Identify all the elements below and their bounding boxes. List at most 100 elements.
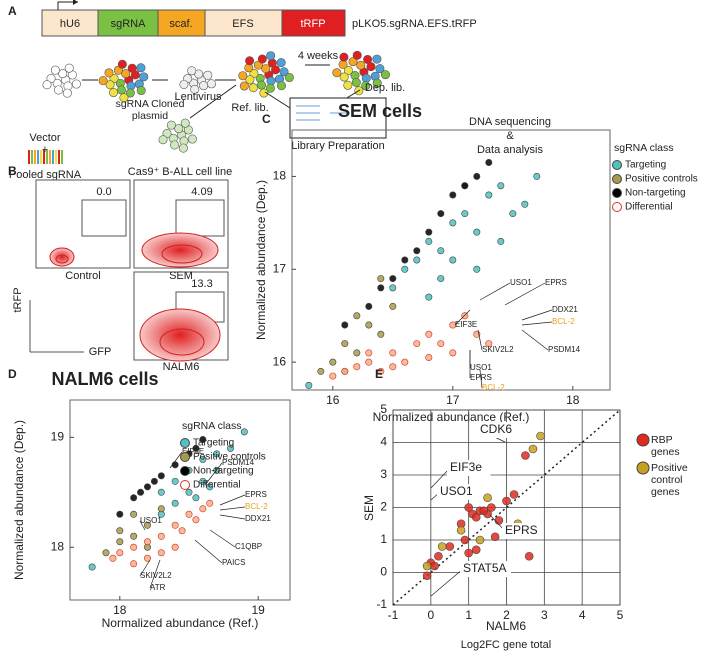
point [185, 488, 193, 496]
part-label: sgRNA [111, 18, 147, 30]
point [171, 477, 179, 485]
point [143, 483, 151, 491]
legend-label: Positive control genes [651, 462, 688, 498]
annotation-pointer [477, 329, 483, 351]
sgrna-bar [46, 150, 48, 164]
cell [266, 51, 276, 61]
annotation-pointer [219, 494, 246, 506]
point [521, 200, 529, 208]
legend-marker [636, 433, 650, 447]
point [157, 505, 165, 513]
panel-label: E [375, 367, 383, 381]
annotation-pointer [204, 462, 223, 486]
point [475, 535, 485, 545]
annotation-bg [447, 460, 491, 476]
flow-plots [29, 179, 229, 362]
y-tick-label: 18 [51, 539, 65, 553]
annotation: DDX21 [245, 514, 271, 523]
part-label: hU6 [60, 18, 80, 30]
cell [245, 75, 255, 85]
density [55, 254, 69, 264]
part-label: EFS [232, 18, 253, 30]
step-label: Vector [29, 132, 61, 144]
x-axis-label: Normalized abundance (Ref.) [102, 616, 259, 630]
annotation-bg [460, 561, 511, 577]
axis-label: GFP [89, 346, 112, 358]
point [413, 340, 421, 348]
point [227, 444, 235, 452]
panel-label: B [8, 164, 17, 178]
cell [170, 140, 180, 150]
point [365, 349, 373, 357]
x-tick-label: -1 [388, 608, 399, 622]
density [141, 232, 219, 268]
point [341, 367, 349, 375]
cell [276, 81, 286, 91]
point [143, 538, 151, 546]
annotation-pointer [430, 467, 451, 489]
legend-title: sgRNA class [182, 420, 242, 432]
panel-label: C [262, 112, 271, 126]
cell [203, 70, 213, 80]
x-tick-label: 5 [617, 608, 624, 622]
step-label: Cas9⁺ B-ALL cell line [128, 166, 232, 178]
cell [348, 57, 358, 67]
annotation: BCL-2 [552, 317, 575, 326]
point [150, 477, 158, 485]
plot-frame [69, 399, 291, 601]
point [437, 275, 445, 283]
annotation: PSDM14 [548, 345, 581, 354]
cell [361, 81, 371, 91]
point [206, 483, 214, 491]
point [413, 256, 421, 264]
sgrna-bar [34, 150, 36, 164]
cell [199, 81, 209, 91]
point [206, 499, 214, 507]
legend-label: Targeting [193, 438, 234, 449]
cell [105, 80, 115, 90]
flow-name: NALM6 [163, 361, 200, 373]
cell [98, 76, 108, 86]
legend-label: Non-targeting [625, 188, 686, 199]
point [461, 210, 469, 218]
annotation-pointer [194, 539, 223, 564]
annotation: EPRS [505, 523, 538, 537]
cell [343, 65, 353, 75]
density [49, 247, 75, 267]
point [485, 340, 493, 348]
cell [136, 86, 146, 96]
annotation: C1QBP [235, 542, 262, 551]
annotation: BCL-2 [482, 383, 505, 392]
point [473, 172, 481, 180]
x-axis-label: Normalized abundance (Ref.) [373, 410, 530, 424]
flow-frame [35, 179, 131, 269]
point [449, 256, 457, 264]
point [377, 330, 385, 338]
annotation-pointer [219, 514, 246, 520]
sgrna-bar [31, 150, 33, 164]
cell [71, 79, 81, 89]
legend-label: Targeting [625, 160, 666, 171]
annotation: PSDM14 [222, 458, 255, 467]
y-tick-label: 5 [380, 402, 387, 416]
point [485, 191, 493, 199]
point [471, 512, 481, 522]
sgrna-bar [55, 150, 57, 164]
point [171, 499, 179, 507]
cell [158, 135, 168, 145]
cell [62, 88, 72, 98]
point [528, 444, 538, 454]
point [483, 493, 492, 503]
point [464, 503, 473, 512]
sgrna-bar [28, 150, 30, 164]
cell [58, 69, 68, 79]
y-axis-label: Normalized abundance (Dep.) [12, 420, 26, 580]
cell [339, 72, 349, 82]
annotation-pointer [479, 369, 483, 389]
point [353, 349, 361, 357]
point [490, 532, 500, 542]
gate-value: 0.0 [96, 186, 111, 198]
y-tick-label: -1 [376, 597, 387, 611]
cell [121, 69, 131, 79]
legend-label: Positive controls [625, 174, 698, 185]
